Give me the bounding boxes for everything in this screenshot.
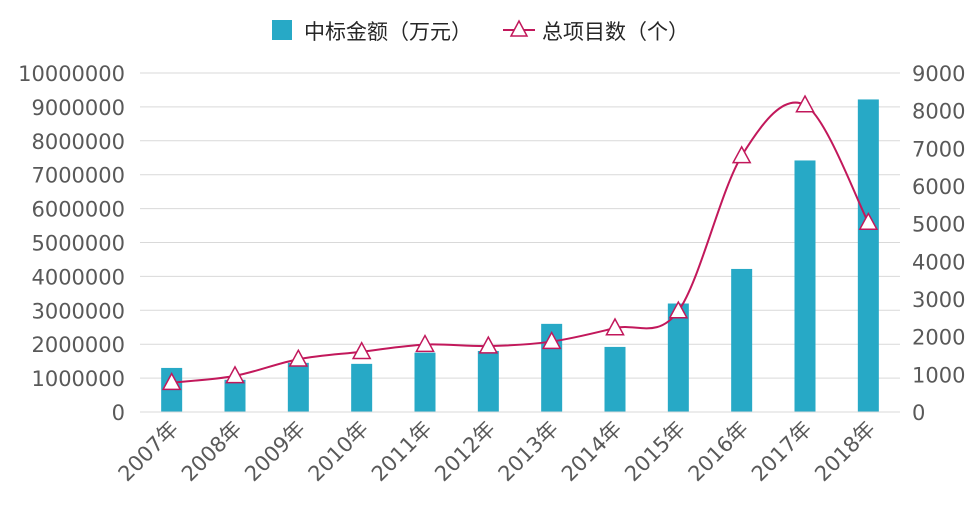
line-marker [161, 372, 182, 391]
x-tick-label: 2011年 [367, 417, 437, 487]
x-tick-label: 2012年 [430, 417, 500, 487]
line-marker [351, 341, 372, 360]
bar [477, 350, 499, 412]
x-tick-label: 2017年 [747, 417, 817, 487]
x-tick-label: 2010年 [304, 417, 374, 487]
legend-bar-label: 中标金额（万元） [304, 20, 472, 44]
y-left-tick-label: 6000000 [31, 198, 125, 222]
bar [224, 379, 246, 412]
line-marker [415, 334, 435, 353]
x-tick-label: 2014年 [557, 417, 627, 487]
bar [667, 303, 689, 412]
x-tick-label: 2008年 [177, 417, 247, 487]
legend-bar-swatch [272, 20, 292, 40]
gridlines [140, 72, 900, 379]
x-tick-label: 2018年 [810, 417, 880, 487]
y-right-tick-label: 6000 [912, 175, 965, 199]
y-axis-right: 0 1000 2000 3000 4000 5000 6000 7000 8000 9000 [912, 62, 965, 425]
line-marker [288, 348, 309, 367]
x-tick-label: 2016年 [684, 417, 754, 487]
bar [731, 268, 753, 412]
y-left-tick-label: 1000000 [31, 367, 125, 391]
legend: 中标金额（万元） 总项目数（个） [272, 19, 689, 44]
x-tick-label: 2013年 [494, 417, 564, 487]
line-marker [795, 94, 815, 113]
y-left-tick-label: 9000000 [31, 96, 125, 120]
y-left-tick-label: 5000000 [31, 232, 125, 256]
y-right-tick-label: 0 [912, 401, 925, 425]
y-axis-left: 0 1000000 2000000 3000000 4000000 5000000 6000… [18, 62, 125, 425]
y-right-tick-label: 1000 [912, 363, 965, 387]
y-left-tick-label: 0 [112, 401, 125, 425]
y-right-tick-label: 5000 [912, 213, 965, 237]
y-right-tick-label: 8000 [912, 100, 965, 124]
bar [857, 99, 879, 412]
line-marker [731, 145, 752, 164]
bar [351, 363, 373, 412]
y-left-tick-label: 8000000 [31, 130, 125, 154]
line-marker [225, 365, 245, 384]
y-left-tick-label: 7000000 [31, 164, 125, 188]
line-marker [668, 300, 689, 319]
y-right-tick-label: 3000 [912, 288, 965, 312]
y-left-tick-label: 3000000 [31, 299, 125, 323]
y-left-tick-label: 2000000 [31, 333, 125, 357]
line-marker [605, 317, 625, 336]
x-tick-label: 2015年 [620, 417, 690, 487]
x-tick-label: 2009年 [240, 417, 310, 487]
bar [287, 362, 309, 412]
line-marker [478, 335, 499, 354]
line-series-markers [161, 94, 879, 391]
y-left-tick-label: 4000000 [31, 265, 125, 289]
y-right-tick-label: 2000 [912, 326, 965, 350]
y-right-tick-label: 7000 [912, 137, 965, 161]
bar-series [161, 99, 879, 412]
x-axis: 2007年2008年2009年2010年2011年2012年2013年2014年… [114, 417, 880, 487]
y-right-tick-label: 4000 [912, 250, 965, 274]
y-left-tick-label: 10000000 [18, 62, 125, 86]
bar [414, 352, 436, 412]
legend-line-label: 总项目数（个） [542, 20, 689, 44]
legend-triangle-icon [509, 19, 529, 37]
line-marker [858, 211, 879, 231]
line-marker [541, 330, 562, 350]
y-right-tick-label: 9000 [912, 62, 965, 86]
x-tick-label: 2007年 [114, 417, 184, 487]
bar [794, 160, 816, 412]
bar [604, 346, 626, 412]
